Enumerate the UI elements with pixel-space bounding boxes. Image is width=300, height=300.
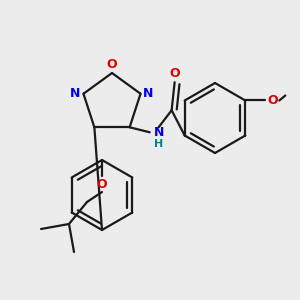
Text: O: O [169,67,180,80]
Text: O: O [107,58,117,71]
Text: N: N [153,126,164,139]
Text: H: H [154,139,163,149]
Text: O: O [267,94,278,107]
Text: N: N [70,87,81,100]
Text: O: O [97,178,107,190]
Text: N: N [143,87,154,100]
